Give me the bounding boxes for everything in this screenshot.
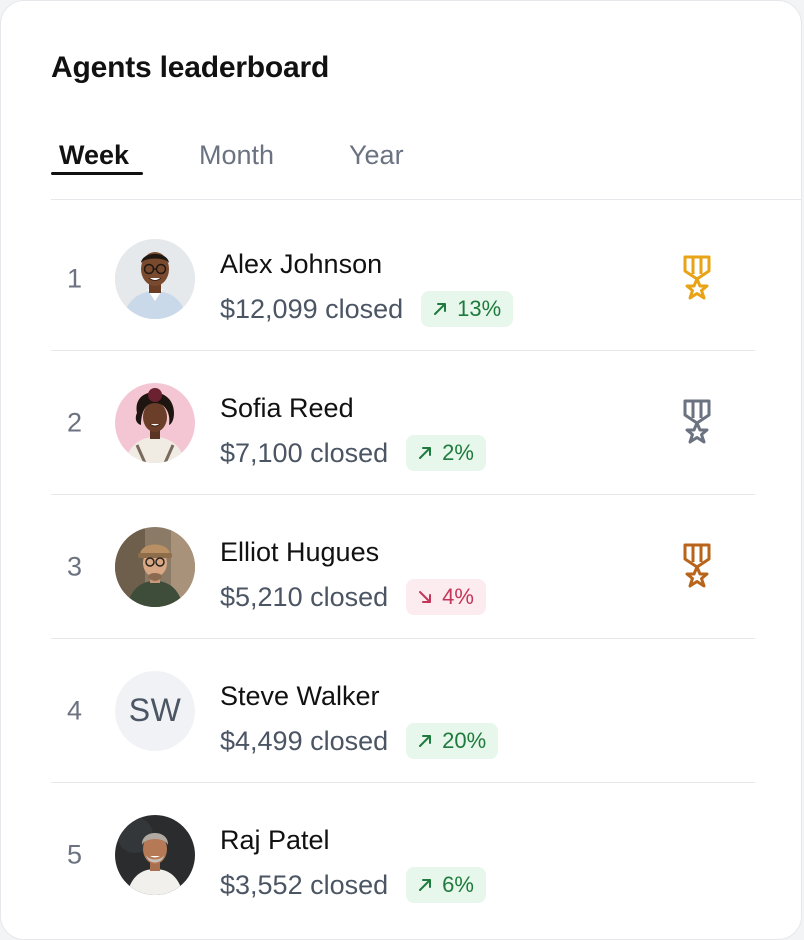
agent-stats: $12,099 closed 13%	[220, 291, 514, 327]
agent-stats: $3,552 closed 6%	[220, 867, 486, 903]
agent-stats: $7,100 closed 2%	[220, 435, 486, 471]
trend-badge: 2%	[406, 435, 486, 471]
agent-stats: $5,210 closed 4%	[220, 579, 486, 615]
agent-name: Steve Walker	[220, 681, 380, 711]
closed-amount: $5,210 closed	[220, 582, 389, 612]
arrow-down-right-icon	[419, 591, 432, 603]
avatar	[115, 238, 195, 319]
avatar	[115, 815, 195, 895]
bronze-medal-icon	[683, 543, 711, 587]
rank-number: 2	[67, 407, 83, 437]
avatar	[115, 526, 195, 607]
agent-row[interactable]: 2 Sofia Reed $7,100 closed 2%	[51, 351, 755, 495]
closed-amount: $7,100 closed	[220, 438, 389, 468]
trend-badge: 13%	[421, 291, 514, 327]
change-value: 4%	[442, 584, 474, 609]
rank-number: 4	[67, 695, 83, 725]
arrow-up-right-icon	[434, 303, 447, 315]
card-title: Agents leaderboard	[51, 51, 330, 84]
rank-number: 1	[67, 263, 83, 293]
agent-name: Elliot Hugues	[220, 537, 380, 567]
tab-label: Month	[199, 140, 275, 170]
avatar-initials: SW	[115, 670, 195, 751]
trend-badge: 20%	[406, 723, 499, 759]
rank-number: 3	[67, 551, 83, 581]
avatar	[115, 382, 195, 463]
arrow-up-right-icon	[419, 447, 432, 459]
agent-row[interactable]: 4 SW Steve Walker $4,499 closed 20%	[51, 639, 755, 783]
closed-amount: $12,099 closed	[220, 294, 404, 324]
active-tab-indicator	[51, 172, 143, 175]
agent-stats: $4,499 closed 20%	[220, 723, 499, 759]
silver-medal-icon	[683, 399, 711, 443]
agent-name: Sofia Reed	[220, 393, 354, 423]
tab-label: Week	[59, 140, 130, 170]
change-value: 2%	[442, 440, 474, 465]
trend-badge: 4%	[406, 579, 486, 615]
tab-year[interactable]: Year	[341, 137, 412, 173]
closed-amount: $4,499 closed	[220, 726, 389, 756]
arrow-up-right-icon	[419, 735, 432, 747]
change-value: 6%	[442, 872, 474, 897]
change-value: 13%	[457, 296, 502, 321]
trend-badge: 6%	[406, 867, 486, 903]
arrow-up-right-icon	[419, 879, 432, 891]
agent-row[interactable]: 3 Elliot Hugues $5,210 clo	[51, 495, 755, 639]
agent-row[interactable]: 5 Raj Patel $3,552 closed 6%	[51, 783, 755, 927]
agent-name: Raj Patel	[220, 825, 330, 855]
closed-amount: $3,552 closed	[220, 870, 389, 900]
change-value: 20%	[442, 728, 487, 753]
tab-month[interactable]: Month	[191, 137, 282, 173]
gold-medal-icon	[683, 255, 711, 299]
period-tabs: Week Month Year	[51, 133, 801, 200]
rank-number: 5	[67, 839, 83, 870]
tab-week[interactable]: Week	[51, 137, 143, 175]
agent-row[interactable]: 1 Alex Johnson $12,099 clo	[51, 207, 755, 351]
agent-name: Alex Johnson	[220, 249, 383, 279]
tab-label: Year	[349, 140, 404, 170]
